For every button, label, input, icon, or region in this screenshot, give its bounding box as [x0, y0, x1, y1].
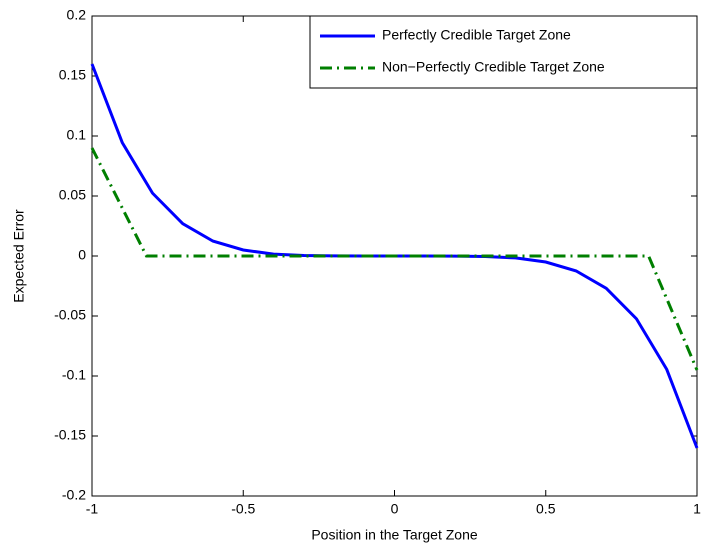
x-tick-label: 1 — [693, 501, 701, 517]
y-tick-label: 0.05 — [59, 187, 86, 203]
y-tick-label: 0 — [78, 247, 86, 263]
x-tick-label: -1 — [86, 501, 99, 517]
x-axis-label: Position in the Target Zone — [311, 527, 478, 543]
y-tick-label: 0.2 — [67, 7, 87, 23]
x-tick-label: -0.5 — [231, 501, 255, 517]
y-tick-label: -0.15 — [54, 427, 86, 443]
y-tick-label: -0.2 — [62, 487, 86, 503]
y-tick-label: -0.1 — [62, 367, 86, 383]
y-tick-label: -0.05 — [54, 307, 86, 323]
legend-label: Non−Perfectly Credible Target Zone — [382, 59, 605, 75]
y-axis-label: Expected Error — [11, 209, 27, 303]
y-tick-label: 0.1 — [67, 127, 87, 143]
y-tick-label: 0.15 — [59, 67, 86, 83]
x-tick-label: 0 — [391, 501, 399, 517]
x-tick-label: 0.5 — [536, 501, 556, 517]
legend-label: Perfectly Credible Target Zone — [382, 27, 571, 43]
legend-box — [309, 15, 698, 89]
